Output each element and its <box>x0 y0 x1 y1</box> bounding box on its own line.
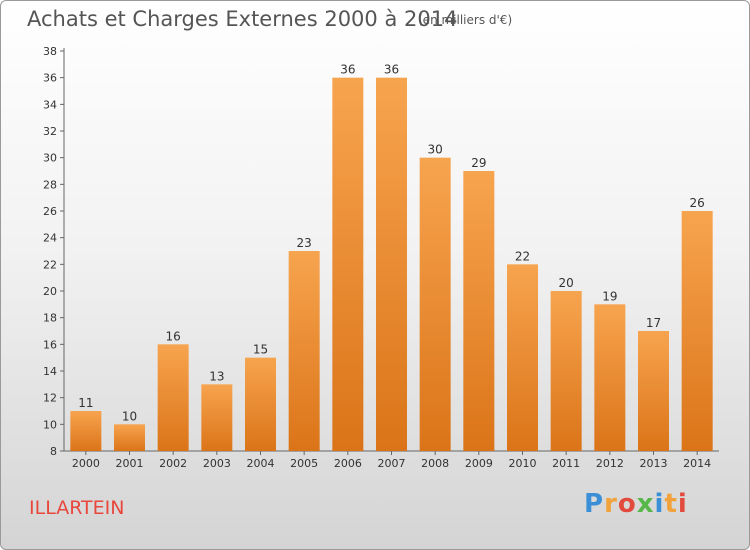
bar <box>70 411 102 451</box>
x-tick-label: 2013 <box>640 457 668 470</box>
x-tick-label: 2003 <box>203 457 231 470</box>
commune-name: ILLARTEIN <box>29 497 125 519</box>
y-tick-label: 26 <box>43 205 57 218</box>
x-tick-label: 2008 <box>421 457 449 470</box>
bar <box>594 304 626 451</box>
data-label: 19 <box>602 289 617 303</box>
data-label: 17 <box>646 316 661 330</box>
x-tick-label: 2002 <box>159 457 187 470</box>
x-tick-label: 2000 <box>72 457 100 470</box>
y-tick-label: 28 <box>43 178 57 191</box>
bar <box>376 77 407 452</box>
data-label: 15 <box>253 343 268 357</box>
y-tick-label: 18 <box>43 312 57 325</box>
bar <box>419 157 451 451</box>
data-label: 13 <box>209 369 224 383</box>
bar <box>507 264 538 451</box>
bar <box>245 357 276 451</box>
x-tick-label: 2014 <box>683 457 711 470</box>
data-label: 16 <box>166 329 181 343</box>
chart-axes: 8 10 12 14 16 18 20 22 24 26 28 30 32 34 36 38 2000 2001 2… <box>43 45 719 470</box>
x-tick-label: 2012 <box>596 457 624 470</box>
data-label: 29 <box>471 156 486 170</box>
bar <box>550 291 582 451</box>
bar <box>681 211 713 451</box>
data-label: 36 <box>384 63 399 77</box>
data-label: 23 <box>297 236 312 250</box>
x-tick-label: 2011 <box>552 457 580 470</box>
bar <box>157 344 189 451</box>
data-label: 11 <box>78 396 93 410</box>
y-tick-label: 14 <box>43 365 57 378</box>
y-tick-label: 30 <box>43 152 57 165</box>
bar <box>201 384 233 451</box>
x-tick-label: 2009 <box>465 457 493 470</box>
data-label: 10 <box>122 409 137 423</box>
x-tick-label: 2001 <box>116 457 144 470</box>
y-tick-label: 24 <box>43 232 57 245</box>
x-tick-label: 2005 <box>290 457 318 470</box>
page-subtitle: (en milliers d'€) <box>418 13 513 27</box>
y-tick-label: 34 <box>43 98 57 111</box>
chart-bars <box>70 77 713 452</box>
data-label: 20 <box>559 276 574 290</box>
y-tick-label: 36 <box>43 72 57 85</box>
data-label: 26 <box>690 196 705 210</box>
y-tick-label: 22 <box>43 258 57 271</box>
y-tick-label: 10 <box>43 418 57 431</box>
data-label: 22 <box>515 249 530 263</box>
data-label: 30 <box>428 143 443 157</box>
page-title: Achats et Charges Externes 2000 à 2014 <box>27 7 458 31</box>
x-tick-label: 2007 <box>378 457 406 470</box>
y-tick-label: 32 <box>43 125 57 138</box>
x-tick-label: 2006 <box>334 457 362 470</box>
y-tick-label: 38 <box>43 45 57 58</box>
y-tick-label: 12 <box>43 392 57 405</box>
proxiti-logo: Proxiti <box>584 489 688 519</box>
bar <box>114 424 145 451</box>
x-tick-label: 2010 <box>509 457 537 470</box>
bar <box>288 251 320 451</box>
y-tick-label: 20 <box>43 285 57 298</box>
data-label: 36 <box>340 63 355 77</box>
bar <box>638 331 669 451</box>
y-tick-label: 16 <box>43 338 57 351</box>
bar <box>332 77 364 452</box>
x-tick-label: 2004 <box>247 457 275 470</box>
y-tick-label: 8 <box>50 445 57 458</box>
chart-data-labels: 11 10 16 13 15 23 36 36 30 29 22 20 19 17 26 <box>78 63 705 424</box>
bar <box>463 171 495 451</box>
